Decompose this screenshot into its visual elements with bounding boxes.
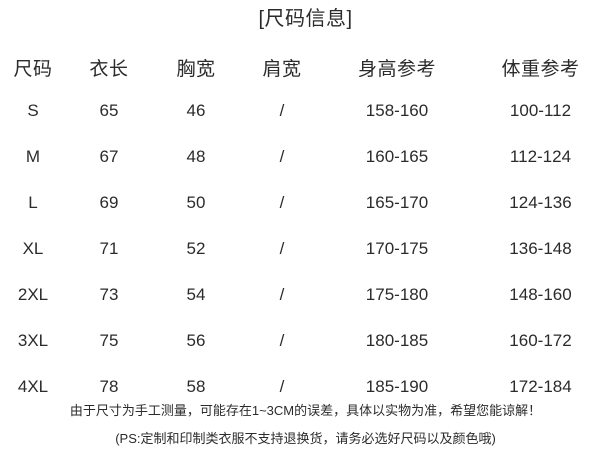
cell-height: 175-180 (365, 285, 429, 304)
cell-size: 4XL (17, 377, 49, 396)
cell-weight: 136-148 (509, 239, 572, 258)
cell-height: 185-190 (365, 377, 429, 396)
table-body: S 65 46 / 158-160 100-112 M 67 48 / 160-… (0, 88, 611, 410)
cell-chest: 50 (186, 193, 206, 212)
size-information-table: 尺码 衣长 胸宽 肩宽 身高参考 体重参考 S 65 46 / 158-160 … (0, 46, 611, 410)
page-title: [尺码信息] (258, 8, 353, 30)
cell-height: 170-175 (365, 239, 429, 258)
table-row: XL 71 52 / 170-175 136-148 (0, 226, 611, 272)
cell-height: 160-165 (365, 147, 429, 166)
cell-length: 67 (99, 147, 119, 166)
column-header-chest-width: 胸宽 (176, 58, 216, 80)
measurement-tolerance-note: 由于尺寸为手工测量，可能存在1~3CM的误差，具体以实物为准，希望您能谅解！ (69, 403, 542, 418)
cell-length: 78 (99, 377, 119, 396)
column-header-garment-length: 衣长 (89, 58, 129, 80)
cell-shoulder: / (279, 285, 285, 304)
column-header-shoulder-width: 肩宽 (262, 58, 302, 80)
cell-shoulder: / (279, 147, 285, 166)
cell-size: XL (22, 239, 44, 258)
table-row: 3XL 75 56 / 180-185 160-172 (0, 318, 611, 364)
cell-length: 71 (99, 239, 119, 258)
cell-chest: 56 (186, 331, 206, 350)
cell-height: 165-170 (365, 193, 429, 212)
cell-length: 65 (99, 101, 119, 120)
table-row: M 67 48 / 160-165 112-124 (0, 134, 611, 180)
cell-shoulder: / (279, 101, 285, 120)
cell-weight: 160-172 (509, 331, 572, 350)
cell-length: 75 (99, 331, 119, 350)
cell-shoulder: / (279, 193, 285, 212)
column-header-size: 尺码 (13, 58, 53, 80)
cell-chest: 52 (186, 239, 206, 258)
cell-size: 3XL (17, 331, 49, 350)
column-header-weight-ref: 体重参考 (501, 58, 580, 80)
cell-height: 180-185 (365, 331, 429, 350)
cell-weight: 112-124 (509, 147, 572, 166)
cell-size: S (27, 101, 39, 120)
cell-size: L (28, 193, 38, 212)
cell-weight: 148-160 (509, 285, 572, 304)
table-header-row: 尺码 衣长 胸宽 肩宽 身高参考 体重参考 (0, 46, 611, 88)
cell-weight: 172-184 (509, 377, 572, 396)
table-row: S 65 46 / 158-160 100-112 (0, 88, 611, 134)
cell-shoulder: / (279, 377, 285, 396)
cell-chest: 46 (186, 101, 206, 120)
cell-size: 2XL (17, 285, 49, 304)
cell-length: 73 (99, 285, 119, 304)
return-policy-note: (PS:定制和印制类衣服不支持退换货，请务必选好尺码以及颜色哦) (115, 431, 496, 446)
cell-weight: 100-112 (509, 101, 572, 120)
column-header-height-ref: 身高参考 (357, 58, 436, 80)
cell-length: 69 (99, 193, 119, 212)
cell-height: 158-160 (365, 101, 429, 120)
table-row: 4XL 78 58 / 185-190 172-184 (0, 364, 611, 410)
cell-shoulder: / (279, 331, 285, 350)
cell-shoulder: / (279, 239, 285, 258)
cell-size: M (25, 147, 41, 166)
cell-weight: 124-136 (509, 193, 572, 212)
table-row: 2XL 73 54 / 175-180 148-160 (0, 272, 611, 318)
cell-chest: 48 (186, 147, 206, 166)
cell-chest: 54 (186, 285, 206, 304)
cell-chest: 58 (186, 377, 206, 396)
table-row: L 69 50 / 165-170 124-136 (0, 180, 611, 226)
